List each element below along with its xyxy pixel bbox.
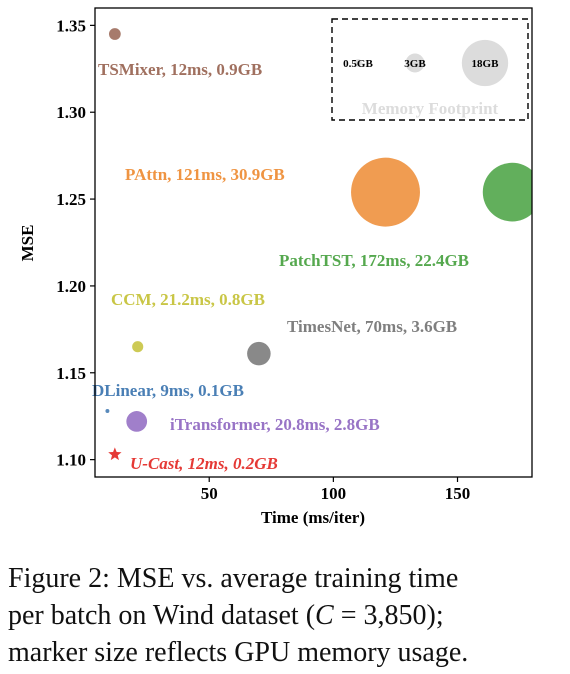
marker-dlinear	[105, 409, 110, 413]
label-ccm: CCM, 21.2ms, 0.8GB	[111, 290, 265, 309]
caption-line-3: marker size reflects GPU memory usage.	[8, 637, 469, 668]
y-tick-label: 1.35	[56, 16, 86, 35]
marker-itransformer	[126, 411, 148, 432]
label-pattn: PAttn, 121ms, 30.9GB	[125, 165, 285, 184]
caption-line-2: per batch on Wind dataset (C = 3,850);	[8, 600, 444, 631]
y-tick-label: 1.10	[56, 451, 86, 470]
legend-title: Memory Footprint	[362, 99, 499, 118]
marker-ccm	[132, 341, 144, 353]
y-tick-label: 1.25	[56, 190, 86, 209]
label-dlinear: DLinear, 9ms, 0.1GB	[92, 381, 244, 400]
legend-bubble	[461, 39, 509, 87]
x-tick-label: 50	[201, 484, 218, 503]
legend-bubble	[354, 59, 362, 67]
marker-u-cast	[108, 447, 122, 461]
marker-tsmixer	[108, 28, 121, 40]
label-u-cast: U-Cast, 12ms, 0.2GB	[130, 454, 278, 473]
legend-entry-label: 3GB	[404, 58, 426, 70]
marker-timesnet	[247, 341, 271, 366]
label-patchtst: PatchTST, 172ms, 22.4GB	[279, 251, 469, 270]
scatter-chart: TSMixer, 12ms, 0.9GB PAttn, 121ms, 30.9GB…	[18, 7, 533, 527]
x-tick-label: 150	[445, 484, 471, 503]
plot-frame	[94, 7, 533, 478]
y-axis-label: MSE	[18, 225, 37, 262]
legend-entry-label: 18GB	[472, 58, 500, 70]
legend-entry-label: 0.5GB	[343, 58, 373, 70]
marker-patchtst	[482, 162, 532, 222]
figure-caption: Figure 2: MSE vs. average training time …	[8, 560, 568, 671]
label-tsmixer: TSMixer, 12ms, 0.9GB	[98, 60, 262, 79]
y-tick-label: 1.30	[56, 103, 86, 122]
y-tick-label: 1.20	[56, 277, 86, 296]
marker-pattn	[351, 157, 420, 227]
caption-line-1: Figure 2: MSE vs. average training time	[8, 563, 459, 594]
label-itransformer: iTransformer, 20.8ms, 2.8GB	[170, 415, 380, 434]
legend-bubble	[405, 53, 425, 73]
label-timesnet: TimesNet, 70ms, 3.6GB	[287, 317, 457, 336]
x-tick-label: 100	[321, 484, 347, 503]
y-tick-label: 1.15	[56, 364, 86, 383]
x-axis-label: Time (ms/iter)	[261, 508, 365, 527]
